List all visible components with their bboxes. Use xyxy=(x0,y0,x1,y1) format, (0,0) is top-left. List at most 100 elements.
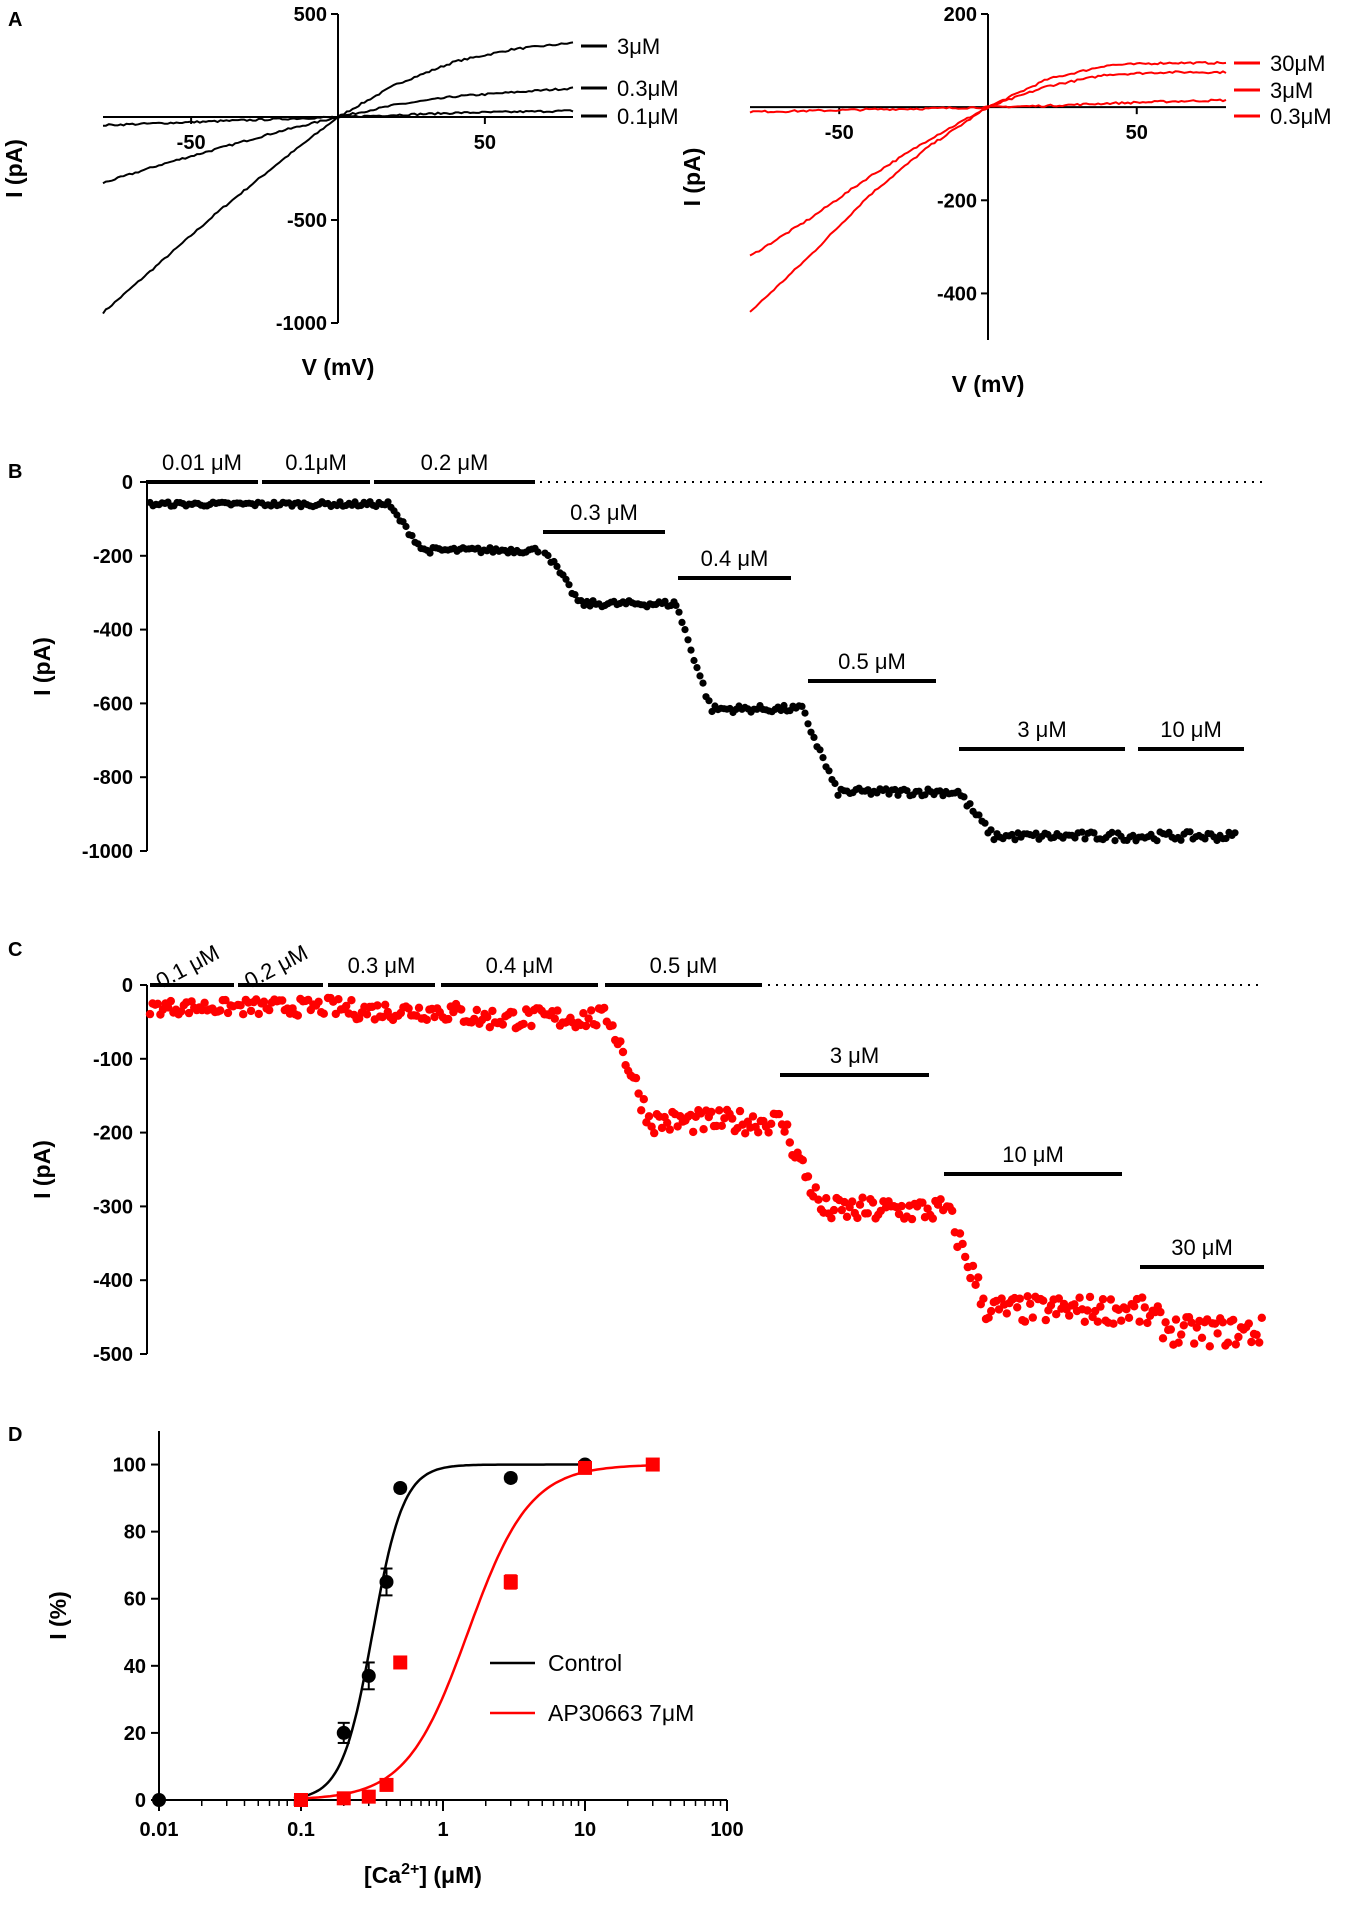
C-data-point xyxy=(1197,1333,1207,1343)
C-data-point xyxy=(657,1123,667,1133)
C-data-point xyxy=(1252,1330,1261,1340)
C-data-point xyxy=(1041,1315,1051,1325)
C-data-point xyxy=(665,1125,674,1134)
C-application-label: 3 μM xyxy=(830,1043,879,1068)
C-data-point xyxy=(966,1273,975,1283)
B-data-point xyxy=(402,522,410,531)
C-data-point xyxy=(855,1200,865,1209)
C-data-point xyxy=(1210,1319,1220,1328)
D-xtick-label: 0.1 xyxy=(287,1819,315,1841)
B-application-label: 0.5 μM xyxy=(838,649,906,674)
C-data-point xyxy=(1140,1303,1150,1312)
C-data-point xyxy=(1234,1332,1243,1342)
C-data-point xyxy=(1083,1306,1092,1315)
C-data-point xyxy=(422,1015,431,1024)
B-data-point xyxy=(981,819,989,827)
C-data-point xyxy=(644,1112,654,1121)
C-data-point xyxy=(216,1006,225,1015)
C-data-point xyxy=(840,1197,849,1207)
D-data-point xyxy=(336,1725,351,1740)
A-right-ytick-label: -400 xyxy=(937,283,977,305)
B-data-point xyxy=(408,532,416,540)
C-data-point xyxy=(754,1128,763,1137)
B-data-point xyxy=(798,702,806,711)
C-data-point xyxy=(848,1197,857,1206)
C-data-point xyxy=(907,1214,917,1224)
C-data-point xyxy=(637,1106,646,1115)
C-data-point xyxy=(842,1212,852,1222)
A-right-trace-label: 3μM xyxy=(1270,78,1313,103)
C-data-point xyxy=(1109,1319,1118,1328)
C-data-point xyxy=(961,1252,970,1262)
A-left-ytick-label: -1000 xyxy=(276,313,327,335)
C-data-point xyxy=(955,1229,965,1238)
B-ytick-label: -600 xyxy=(93,693,133,715)
B-ytick-label: -400 xyxy=(93,620,133,642)
B-data-point xyxy=(807,728,815,736)
C-data-point xyxy=(472,1005,481,1015)
C-data-point xyxy=(811,1183,820,1192)
B-data-point xyxy=(708,707,716,716)
B-data-point xyxy=(562,575,570,583)
C-data-point xyxy=(600,1003,609,1013)
C-data-point xyxy=(1161,1318,1170,1327)
C-data-point xyxy=(868,1198,878,1207)
D-xtick-label: 0.01 xyxy=(140,1819,179,1841)
C-data-point xyxy=(639,1095,648,1104)
C-data-point xyxy=(1143,1318,1152,1328)
C-data-point xyxy=(1179,1321,1189,1330)
C-data-point xyxy=(581,1021,591,1031)
C-data-point xyxy=(498,1020,507,1029)
A-left-x-axis-title: V (mV) xyxy=(302,354,375,380)
C-data-point xyxy=(1244,1319,1254,1328)
C-data-point xyxy=(715,1106,724,1115)
B-application-label: 3 μM xyxy=(1017,717,1066,742)
B-data-point xyxy=(690,656,698,665)
C-data-point xyxy=(1028,1313,1038,1322)
C-ytick-label: -100 xyxy=(93,1049,133,1071)
B-data-point xyxy=(393,511,401,519)
C-data-point xyxy=(444,1014,453,1024)
C-data-point xyxy=(342,1001,351,1011)
C-data-point xyxy=(1065,1311,1074,1320)
C-data-point xyxy=(488,1006,497,1016)
D-ytick-label: 100 xyxy=(113,1455,146,1477)
B-data-point xyxy=(1177,836,1185,844)
A-right-y-axis-title: I (pA) xyxy=(679,148,705,207)
C-data-point xyxy=(1205,1342,1215,1351)
C-data-point xyxy=(728,1114,737,1123)
D-data-point xyxy=(578,1460,592,1475)
B-data-point xyxy=(1078,828,1086,836)
C-data-point xyxy=(968,1261,978,1271)
C-data-point xyxy=(863,1209,872,1218)
C-data-point xyxy=(200,998,209,1007)
C-data-point xyxy=(1070,1300,1079,1309)
C-data-point xyxy=(974,1273,983,1282)
C-data-point xyxy=(319,1009,328,1018)
B-data-point xyxy=(1186,828,1194,836)
C-data-point xyxy=(347,996,356,1005)
C-data-point xyxy=(236,1001,245,1010)
C-data-point xyxy=(735,1106,745,1116)
B-data-point xyxy=(687,646,695,654)
B-data-point xyxy=(825,767,833,775)
B-ytick-label: -1000 xyxy=(82,841,133,863)
B-data-point xyxy=(1081,835,1089,843)
B-application-label: 0.3 μM xyxy=(570,500,638,525)
C-data-point xyxy=(1166,1325,1176,1334)
C-data-point xyxy=(814,1195,823,1204)
B-data-point xyxy=(780,701,788,710)
D-y-axis-title: I (%) xyxy=(45,1591,71,1640)
B-application-label: 0.2 μM xyxy=(421,450,489,475)
D-legend-label: AP30663 7μM xyxy=(548,1700,694,1726)
C-data-point xyxy=(254,1009,263,1019)
C-data-point xyxy=(587,1006,596,1015)
C-data-point xyxy=(1158,1334,1168,1343)
D-data-point xyxy=(379,1777,394,1792)
A-right-trace-label: 0.3μM xyxy=(1270,104,1332,129)
C-data-point xyxy=(741,1129,750,1138)
C-ytick-label: -500 xyxy=(93,1344,133,1366)
C-y-axis-title: I (pA) xyxy=(29,1140,55,1199)
C-data-point xyxy=(764,1128,773,1137)
D-x-axis-title: [Ca2+] (μM) xyxy=(364,1861,482,1888)
